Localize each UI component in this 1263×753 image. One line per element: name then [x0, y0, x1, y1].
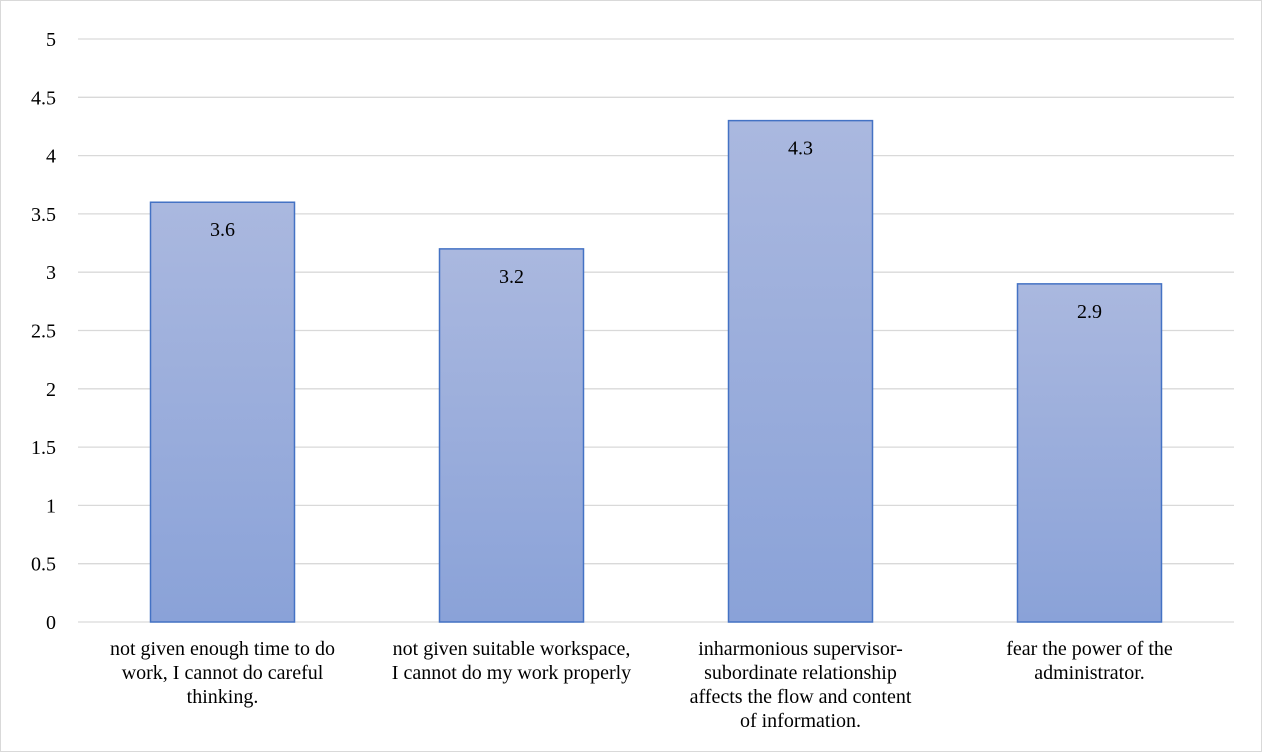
y-tick-label: 0	[46, 612, 56, 634]
x-category-label: not given enough time to do work, I canno…	[110, 638, 335, 708]
x-category-label-line: work, I cannot do careful	[122, 662, 324, 684]
x-category-label: not given suitable workspace, I cannot do…	[392, 638, 631, 684]
bar	[149, 201, 296, 623]
y-tick-label: 1.5	[31, 437, 56, 459]
x-category-label-line: fear the power of the	[1006, 638, 1173, 660]
bar	[727, 119, 874, 623]
x-category-label-line: not given enough time to do	[110, 638, 335, 660]
data-label: 3.6	[210, 219, 235, 241]
x-category-label-line: affects the flow and content	[690, 686, 912, 708]
y-tick-label: 0.5	[31, 554, 56, 576]
data-label: 3.2	[499, 266, 524, 288]
data-label: 2.9	[1077, 301, 1102, 323]
y-tick-label: 3	[46, 262, 56, 284]
y-tick-label: 1	[46, 495, 56, 517]
data-label: 4.3	[788, 138, 813, 160]
y-axis-tick-labels: 0 0.5 1 1.5 2 2.5 3 3.5 4 4.5 5	[31, 29, 56, 634]
x-category-label-line: of information.	[740, 710, 861, 732]
x-category-label-line: subordinate relationship	[704, 662, 897, 684]
y-tick-label: 3.5	[31, 204, 56, 226]
y-tick-label: 2	[46, 379, 56, 401]
data-labels: 3.6 3.2 4.3 2.9	[210, 138, 1102, 323]
x-category-label: inharmonious supervisor-subordinate rela…	[690, 638, 912, 732]
y-tick-label: 4.5	[31, 87, 56, 109]
bar	[1016, 283, 1163, 623]
x-category-label-line: not given suitable workspace,	[393, 638, 631, 660]
bars	[149, 119, 1163, 623]
x-category-label: fear the power of the administrator.	[1006, 638, 1173, 684]
x-category-label-line: administrator.	[1034, 662, 1145, 684]
x-category-label-line: thinking.	[187, 686, 259, 708]
x-axis-category-labels: not given enough time to do work, I canno…	[110, 638, 1173, 732]
x-category-label-line: I cannot do my work properly	[392, 662, 631, 684]
y-tick-label: 4	[46, 146, 56, 168]
bar	[438, 248, 585, 623]
y-tick-label: 2.5	[31, 321, 56, 343]
x-category-label-line: inharmonious supervisor-	[698, 638, 903, 660]
y-tick-label: 5	[46, 29, 56, 51]
